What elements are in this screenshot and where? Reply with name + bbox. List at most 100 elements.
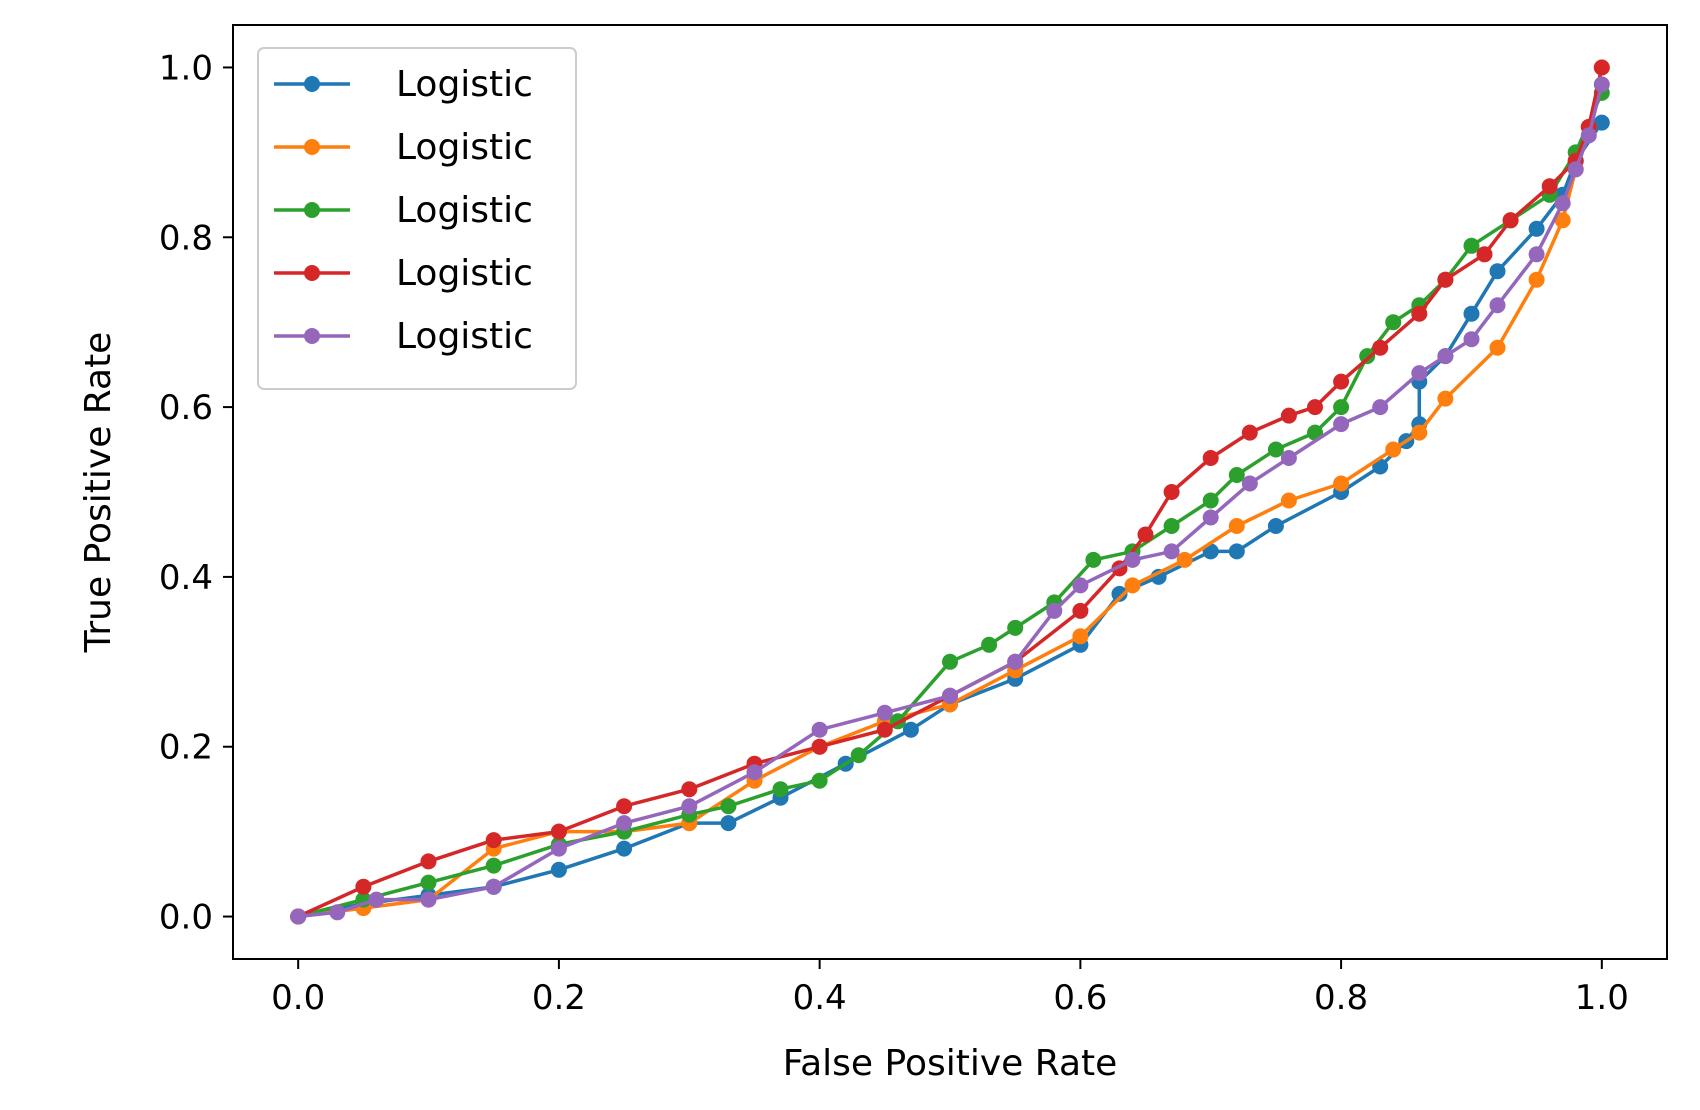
data-point <box>1202 492 1219 509</box>
data-point <box>1267 441 1284 458</box>
x-tick-label: 1.0 <box>1575 978 1629 1018</box>
data-point <box>1489 297 1506 314</box>
legend-box <box>257 47 577 390</box>
y-tick-label: 0.6 <box>159 388 213 428</box>
data-point <box>720 815 737 832</box>
data-point <box>1372 399 1389 416</box>
data-point <box>1280 450 1297 466</box>
data-point <box>981 636 998 653</box>
data-point <box>616 798 633 815</box>
data-point <box>1528 220 1545 237</box>
data-point <box>850 747 867 764</box>
data-point <box>1072 577 1089 594</box>
data-point <box>1385 314 1402 331</box>
legend-swatch-marker <box>304 76 320 92</box>
data-point <box>420 891 437 908</box>
data-point <box>811 772 828 789</box>
data-point <box>1072 602 1089 619</box>
x-tick-label: 0.6 <box>1053 978 1107 1018</box>
data-point <box>1593 76 1610 93</box>
data-point <box>1554 212 1571 229</box>
data-point <box>485 878 502 895</box>
data-point <box>1489 263 1506 280</box>
y-axis-label: True Positive Rate <box>78 332 119 654</box>
data-point <box>355 878 372 895</box>
data-point <box>1202 450 1219 466</box>
data-point <box>1111 585 1128 602</box>
data-point <box>485 857 502 874</box>
data-point <box>1307 399 1323 416</box>
data-point <box>616 815 633 832</box>
x-tick-label: 0.8 <box>1314 978 1368 1018</box>
data-point <box>1202 509 1219 526</box>
data-point <box>772 781 789 798</box>
data-point <box>1228 543 1245 560</box>
data-point <box>942 653 958 670</box>
data-point <box>1046 602 1063 619</box>
data-point <box>1541 178 1558 195</box>
data-point <box>616 840 633 857</box>
data-point <box>1137 526 1154 543</box>
data-point <box>1280 407 1297 424</box>
data-point <box>1593 59 1610 76</box>
data-point <box>1228 518 1245 534</box>
data-point <box>1280 492 1297 509</box>
data-point <box>942 687 958 704</box>
data-point <box>1463 331 1480 348</box>
data-point <box>550 861 567 878</box>
data-point <box>485 832 502 849</box>
data-point <box>1476 246 1493 263</box>
data-point <box>1437 271 1454 288</box>
y-tick-label: 0.0 <box>159 898 213 938</box>
data-point <box>681 798 698 815</box>
data-point <box>811 738 828 755</box>
data-point <box>746 764 763 781</box>
data-point <box>1489 339 1506 356</box>
x-axis-label: False Positive Rate <box>783 1043 1118 1084</box>
data-point <box>1085 551 1102 568</box>
data-point <box>1593 114 1610 131</box>
y-tick-label: 0.2 <box>159 728 213 768</box>
data-point <box>1007 619 1024 636</box>
legend-label: Logistic <box>396 253 533 294</box>
data-point <box>1385 441 1402 458</box>
data-point <box>1359 348 1376 365</box>
data-point <box>1567 161 1584 178</box>
legend: Logistic Logistic Logistic Logistic Logistic <box>257 47 577 390</box>
data-point <box>550 823 567 840</box>
data-point <box>329 904 346 921</box>
series-5 <box>290 76 1610 925</box>
data-point <box>1333 373 1350 390</box>
data-point <box>1372 339 1389 356</box>
legend-swatch-marker <box>304 202 320 218</box>
series-4 <box>290 59 1610 925</box>
legend-label: Logistic <box>396 64 533 105</box>
data-point <box>1437 348 1454 365</box>
data-point <box>1333 399 1350 416</box>
data-point <box>1241 475 1258 492</box>
data-point <box>681 781 698 798</box>
data-point <box>368 891 385 908</box>
plot-frame <box>232 24 1668 960</box>
data-point <box>1163 484 1180 500</box>
data-point <box>1176 551 1193 568</box>
data-point <box>811 721 828 738</box>
legend-label: Logistic <box>396 127 533 168</box>
legend-swatch-marker <box>304 265 320 281</box>
data-point <box>720 798 737 815</box>
data-point <box>1072 628 1089 645</box>
data-point <box>1411 365 1428 382</box>
data-point <box>1124 577 1141 594</box>
data-point <box>1163 543 1180 560</box>
x-tick-label: 0.0 <box>271 978 325 1018</box>
data-point <box>420 853 437 870</box>
legend-swatch-marker <box>304 139 320 155</box>
data-point <box>1333 416 1350 433</box>
legend-swatch-marker <box>304 328 320 344</box>
data-point <box>550 840 567 857</box>
x-tick-label: 0.2 <box>532 978 586 1018</box>
data-point <box>1580 127 1597 144</box>
legend-label: Logistic <box>396 190 533 231</box>
